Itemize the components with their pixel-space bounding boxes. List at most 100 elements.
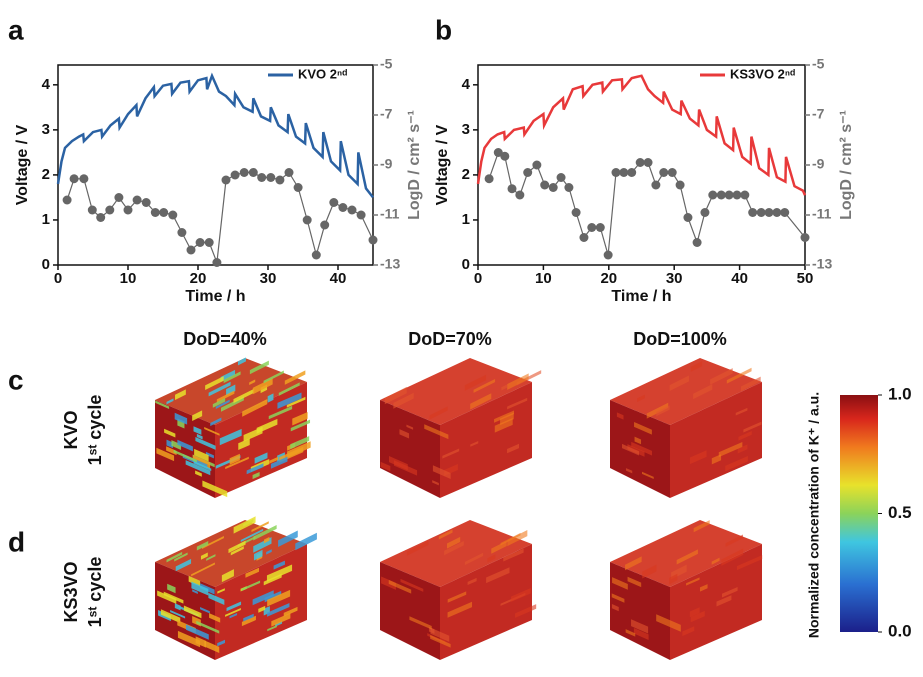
rendering-patch [173, 449, 197, 463]
logd-point [132, 195, 142, 205]
rendering-patch [447, 601, 473, 618]
logd-point [356, 210, 366, 220]
rendering-patch [689, 450, 707, 465]
logd-point [284, 168, 294, 177]
rendering-patch [656, 614, 681, 632]
rendering-patch [267, 589, 291, 607]
y-tick-label: 0 [462, 256, 470, 273]
x-tick-label: 10 [120, 270, 137, 287]
rendering-patch [269, 456, 279, 464]
logd-point [212, 258, 222, 267]
logd-point [564, 183, 574, 192]
y2-axis-label: LogD / cm² s⁻¹ [406, 110, 423, 220]
rendering-top [380, 358, 532, 425]
rendering-patch [622, 443, 640, 456]
rendering-patch [689, 607, 700, 618]
rendering-patch [409, 616, 432, 630]
legend-label: KVO 2ⁿᵈ [298, 66, 347, 81]
rendering-patch [243, 426, 263, 442]
y2-tick-label: -5 [380, 56, 393, 72]
logd-point [523, 168, 533, 177]
y-tick-label: 2 [462, 166, 470, 183]
x-tick-label: 30 [666, 270, 683, 287]
rendering-patch [208, 381, 231, 397]
rendering-patch [447, 591, 467, 603]
y2-tick-label: -11 [380, 206, 400, 222]
rendering-patch [170, 609, 186, 619]
logd-point [87, 205, 97, 215]
panel-label: a [8, 14, 24, 45]
rendering-patch [388, 579, 412, 594]
rendering-patch [634, 436, 642, 445]
rendering-patch [507, 530, 528, 547]
y-tick-label: 4 [42, 76, 51, 93]
x-tick-label: 40 [330, 270, 347, 287]
rendering-patch [625, 629, 636, 637]
logd-point [651, 180, 661, 190]
logd-point [329, 198, 339, 207]
y2-tick-label: -13 [812, 256, 832, 272]
rendering-patch [432, 480, 439, 486]
rendering-patch [634, 422, 652, 435]
rendering-patch [219, 428, 242, 446]
logd-point [579, 233, 589, 242]
rendering-patch [429, 406, 448, 420]
rendering-patch [384, 386, 407, 405]
rendering-patch [669, 573, 678, 585]
rendering-patch [430, 627, 450, 642]
rendering-patch [295, 532, 317, 551]
rendering-patch [166, 551, 183, 563]
logd-point [79, 174, 89, 184]
logd-point [168, 210, 178, 220]
column-label: DoD=40% [183, 329, 267, 349]
rendering-patch [192, 589, 198, 594]
rendering-patch [166, 439, 174, 449]
rendering-patch [163, 591, 184, 604]
rendering-patch [267, 625, 277, 632]
rendering-patch [193, 426, 202, 435]
y-axis-label: Voltage / V [14, 124, 31, 205]
rendering-patch [266, 549, 272, 555]
logd-point [311, 250, 321, 260]
rendering-patch [242, 399, 268, 417]
logd-point [293, 183, 303, 192]
rendering-patch [399, 429, 410, 439]
rendering-patch [249, 379, 256, 386]
x-tick-label: 30 [260, 270, 277, 287]
rendering-patch [470, 393, 492, 410]
rendering-patch [277, 392, 302, 409]
logd-point [748, 208, 758, 217]
logd-point [368, 235, 378, 245]
rendering-patch [438, 529, 453, 540]
logd-point [659, 168, 669, 177]
rendering-patch [177, 630, 201, 648]
x-tick-label: 40 [731, 270, 748, 287]
rendering-patch [192, 410, 203, 422]
rendering-patch [252, 590, 274, 606]
logd-point [732, 190, 742, 200]
rendering-patch [500, 412, 514, 426]
rendering-patch [204, 640, 220, 653]
row-sublabel: 1ˢᵗ cycle [85, 395, 105, 466]
x-tick-label: 10 [535, 270, 552, 287]
rendering-patch [737, 444, 748, 454]
rendering-patch [175, 389, 186, 401]
rendering-side [440, 382, 532, 498]
rendering-patch [174, 412, 188, 425]
rendering-patch [430, 635, 451, 648]
x-tick-label: 0 [54, 270, 62, 287]
panel-label: d [8, 526, 25, 557]
rendering-patch [616, 412, 624, 420]
y2-tick-label: -5 [812, 56, 825, 72]
logd-point [257, 173, 267, 182]
rendering-patch [240, 528, 264, 543]
rendering-patch [156, 447, 175, 462]
logd-point [248, 168, 258, 177]
plot-frame [57, 64, 374, 266]
logd-point [611, 168, 621, 177]
logd-point [603, 250, 613, 260]
rendering-patch [245, 567, 259, 578]
logd-point [587, 223, 597, 232]
logd-point [114, 193, 124, 202]
rendering-patch [393, 392, 414, 409]
